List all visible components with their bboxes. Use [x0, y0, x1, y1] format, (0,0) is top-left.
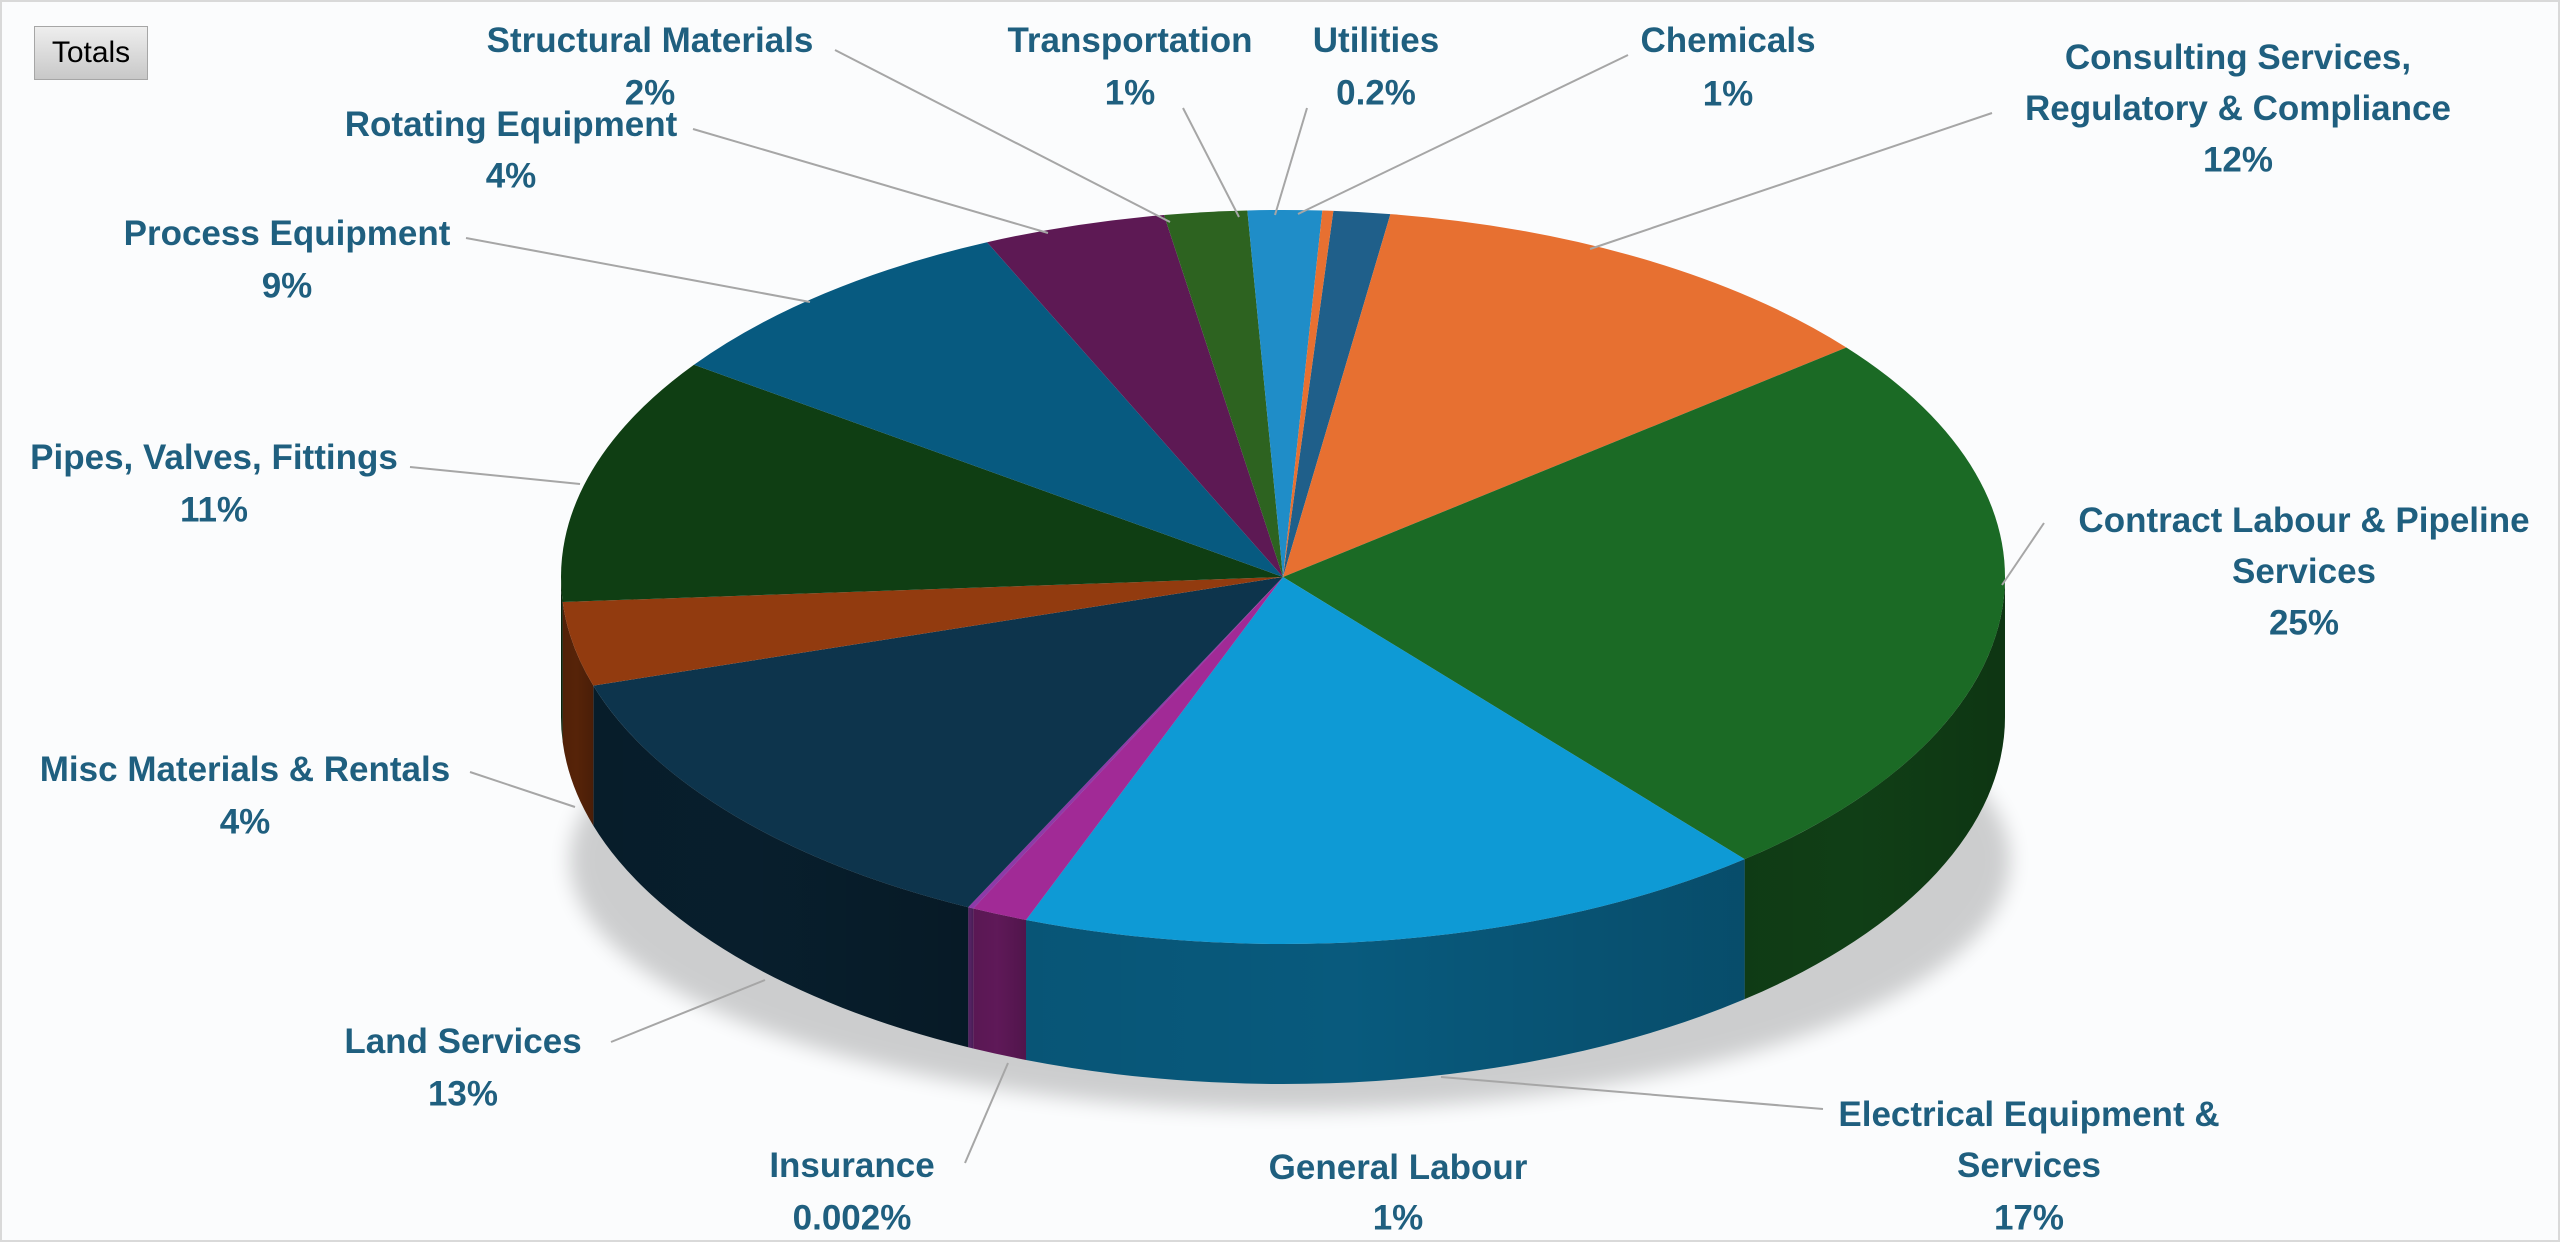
leader-line-structural-materials [834, 49, 1171, 223]
value-label-process-equipment: 9% [262, 266, 313, 305]
value-label-rotating-equipment: 4% [486, 156, 537, 195]
slice-misc-materials-rentals[interactable] [562, 577, 1283, 686]
label-general-labour: General Labour [1269, 1148, 1528, 1187]
label-land-services: Land Services [344, 1022, 581, 1061]
leader-line-utilities [1274, 107, 1308, 216]
value-label-contract-labour-pipeline-services: 25% [2269, 603, 2339, 642]
value-label-land-services: 13% [428, 1074, 498, 1113]
slice-utilities[interactable] [1283, 210, 1334, 577]
slice-land-services[interactable] [593, 577, 1283, 908]
slice-electrical-equipment-services[interactable] [1026, 577, 1745, 944]
pie-sides [561, 577, 2005, 1084]
leader-line-misc-materials-rentals [469, 771, 576, 808]
label-pipes-valves-fittings: Pipes, Valves, Fittings [30, 438, 398, 477]
slice-structural-materials[interactable] [1164, 210, 1283, 577]
label-transportation: Transportation [1007, 21, 1252, 60]
pie-slices [561, 209, 2005, 944]
leader-line-transportation [1182, 107, 1240, 218]
slice-general-labour[interactable] [973, 577, 1283, 920]
label-process-equipment: Process Equipment [124, 214, 451, 253]
leader-line-insurance [964, 1062, 1009, 1164]
leader-line-land-services [610, 979, 766, 1043]
leader-line-pipes-valves-fittings [409, 466, 581, 485]
slice-insurance[interactable] [968, 577, 1283, 909]
slice-rotating-equipment[interactable] [987, 215, 1283, 577]
label-contract-labour-pipeline-services: Contract Labour & Pipeline Services [2078, 501, 2529, 591]
slice-side-shading [561, 577, 563, 742]
slice-side-shading [562, 601, 594, 826]
leader-line-rotating-equipment [692, 128, 1049, 234]
slice-side-shading [1026, 859, 1745, 1084]
slice-process-equipment[interactable] [693, 242, 1283, 577]
slice-side-shading [973, 908, 1027, 1060]
value-label-transportation: 1% [1105, 73, 1156, 112]
value-label-pipes-valves-fittings: 11% [180, 490, 248, 529]
label-misc-materials-rentals: Misc Materials & Rentals [40, 750, 450, 789]
label-electrical-equipment-services: Electrical Equipment & Services [1838, 1095, 2219, 1185]
leader-line-electrical-equipment-services [1440, 1076, 1824, 1110]
slice-chemicals[interactable] [1283, 210, 1391, 578]
slice-side-shading [968, 907, 974, 1049]
value-label-electrical-equipment-services: 17% [1994, 1198, 2064, 1237]
slice-contract-labour-pipeline-services[interactable] [1283, 347, 2005, 860]
slice-side-shading [1744, 577, 2005, 1000]
label-chemicals: Chemicals [1640, 21, 1815, 60]
label-utilities: Utilities [1313, 21, 1439, 60]
label-structural-materials: Structural Materials [487, 21, 814, 60]
slice-side-shading [593, 685, 969, 1048]
value-label-chemicals: 1% [1703, 74, 1754, 113]
value-label-general-labour: 1% [1373, 1198, 1424, 1237]
leader-line-consulting-services-regulatory-compliance [1589, 112, 1993, 250]
value-label-insurance: 0.002% [793, 1198, 912, 1237]
leader-lines [409, 49, 2045, 1164]
leader-line-process-equipment [465, 237, 811, 303]
leader-line-chemicals [1297, 54, 1629, 215]
label-insurance: Insurance [769, 1146, 934, 1185]
label-consulting-services-regulatory-compliance: Consulting Services, Regulatory & Complia… [2025, 38, 2451, 128]
slice-consulting-services-regulatory-compliance[interactable] [1283, 214, 1847, 578]
leader-line-contract-labour-pipeline-services [2001, 522, 2045, 586]
value-label-misc-materials-rentals: 4% [220, 802, 271, 841]
slice-transportation[interactable] [1247, 209, 1323, 577]
totals-field-button[interactable]: Totals [34, 26, 148, 80]
data-labels: Chemicals 1% Consulting Services, Regulator… [30, 21, 2529, 1237]
value-label-consulting-services-regulatory-compliance: 12% [2203, 140, 2273, 179]
label-rotating-equipment: Rotating Equipment [345, 105, 678, 144]
value-label-utilities: 0.2% [1336, 73, 1416, 112]
value-label-structural-materials: 2% [625, 73, 676, 112]
slice-pipes-valves-fittings[interactable] [561, 364, 1283, 602]
